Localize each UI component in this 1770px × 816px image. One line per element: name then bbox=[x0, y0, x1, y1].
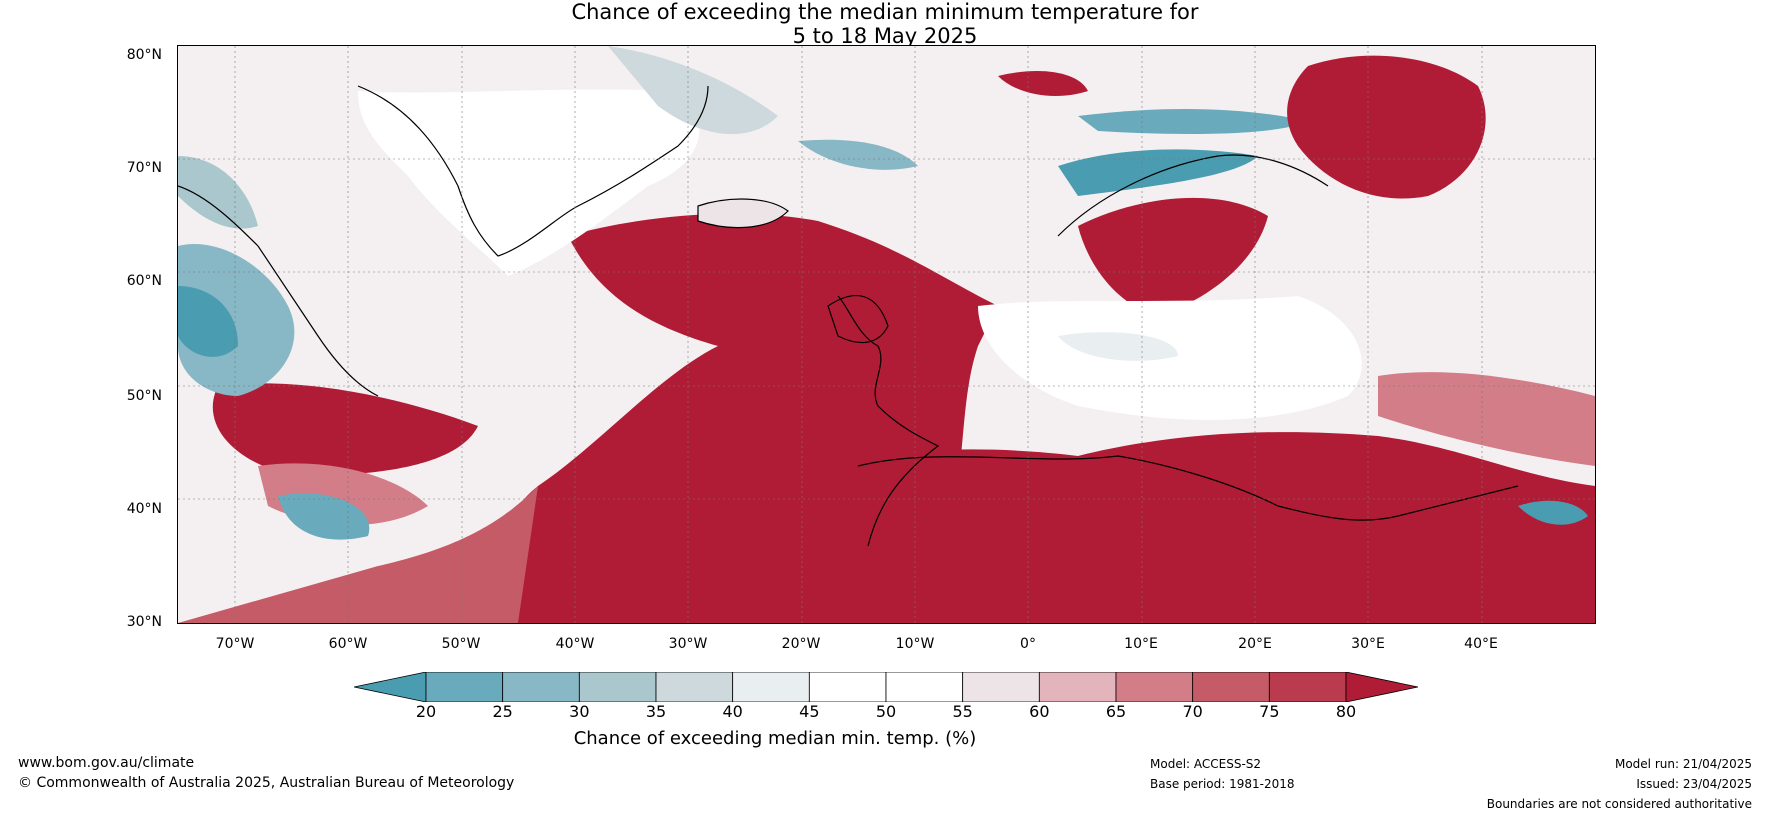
colorbar-tick-label: 65 bbox=[1096, 702, 1136, 721]
lon-label-40e: 40°E bbox=[1441, 636, 1521, 652]
colorbar-tick-label: 60 bbox=[1019, 702, 1059, 721]
colorbar-segment bbox=[503, 672, 580, 702]
map-canvas bbox=[178, 46, 1595, 623]
colorbar-tick-label: 35 bbox=[636, 702, 676, 721]
colorbar-tick-label: 45 bbox=[789, 702, 829, 721]
lon-label-30w: 30°W bbox=[648, 636, 728, 652]
colorbar-segment bbox=[886, 672, 963, 702]
lat-label-60n: 60°N bbox=[102, 273, 162, 289]
colorbar-tick-label: 25 bbox=[483, 702, 523, 721]
forecast-map bbox=[177, 45, 1596, 624]
colorbar-tick-label: 70 bbox=[1173, 702, 1213, 721]
lon-label-40w: 40°W bbox=[535, 636, 615, 652]
colorbar-label: Chance of exceeding median min. temp. (%… bbox=[0, 728, 1660, 749]
colorbar-tick-label: 50 bbox=[866, 702, 906, 721]
colorbar-tick-label: 40 bbox=[713, 702, 753, 721]
footer-disclaimer: Boundaries are not considered authoritat… bbox=[1352, 797, 1752, 811]
lon-label-20w: 20°W bbox=[761, 636, 841, 652]
lat-label-30n: 30°N bbox=[102, 614, 162, 630]
footer-copyright: © Commonwealth of Australia 2025, Austra… bbox=[18, 775, 514, 791]
footer-website: www.bom.gov.au/climate bbox=[18, 755, 194, 771]
title-line-1: Chance of exceeding the median minimum t… bbox=[0, 0, 1770, 24]
lat-label-40n: 40°N bbox=[102, 501, 162, 517]
colorbar-segment bbox=[733, 672, 810, 702]
lat-label-70n: 70°N bbox=[102, 160, 162, 176]
lon-label-30e: 30°E bbox=[1328, 636, 1408, 652]
footer-issued: Issued: 23/04/2025 bbox=[1452, 777, 1752, 791]
colorbar bbox=[354, 672, 1418, 702]
lon-label-0: 0° bbox=[988, 636, 1068, 652]
colorbar-segment bbox=[426, 672, 503, 702]
lon-label-10e: 10°E bbox=[1101, 636, 1181, 652]
colorbar-segment bbox=[579, 672, 656, 702]
colorbar-tick-label: 80 bbox=[1326, 702, 1366, 721]
colorbar-segment bbox=[1193, 672, 1270, 702]
colorbar-tick-label: 55 bbox=[943, 702, 983, 721]
colorbar-tick-label: 75 bbox=[1249, 702, 1289, 721]
colorbar-tick-label: 30 bbox=[559, 702, 599, 721]
colorbar-segment bbox=[809, 672, 886, 702]
footer-model-run: Model run: 21/04/2025 bbox=[1452, 757, 1752, 771]
lat-label-80n: 80°N bbox=[102, 47, 162, 63]
lon-label-50w: 50°W bbox=[421, 636, 501, 652]
lon-label-60w: 60°W bbox=[308, 636, 388, 652]
colorbar-extend-low bbox=[354, 672, 426, 702]
colorbar-extend-high bbox=[1346, 672, 1418, 702]
colorbar-segment bbox=[963, 672, 1040, 702]
colorbar-segment bbox=[1116, 672, 1193, 702]
lon-label-70w: 70°W bbox=[195, 636, 275, 652]
map-title: Chance of exceeding the median minimum t… bbox=[0, 0, 1770, 48]
colorbar-segment bbox=[1269, 672, 1346, 702]
colorbar-tick-label: 20 bbox=[406, 702, 446, 721]
footer-model: Model: ACCESS-S2 bbox=[1150, 757, 1261, 771]
lon-label-20e: 20°E bbox=[1215, 636, 1295, 652]
lat-label-50n: 50°N bbox=[102, 388, 162, 404]
footer-base-period: Base period: 1981-2018 bbox=[1150, 777, 1295, 791]
colorbar-segment bbox=[1039, 672, 1116, 702]
colorbar-segment bbox=[656, 672, 733, 702]
lon-label-10w: 10°W bbox=[875, 636, 955, 652]
mediterranean-warm bbox=[794, 432, 1595, 623]
